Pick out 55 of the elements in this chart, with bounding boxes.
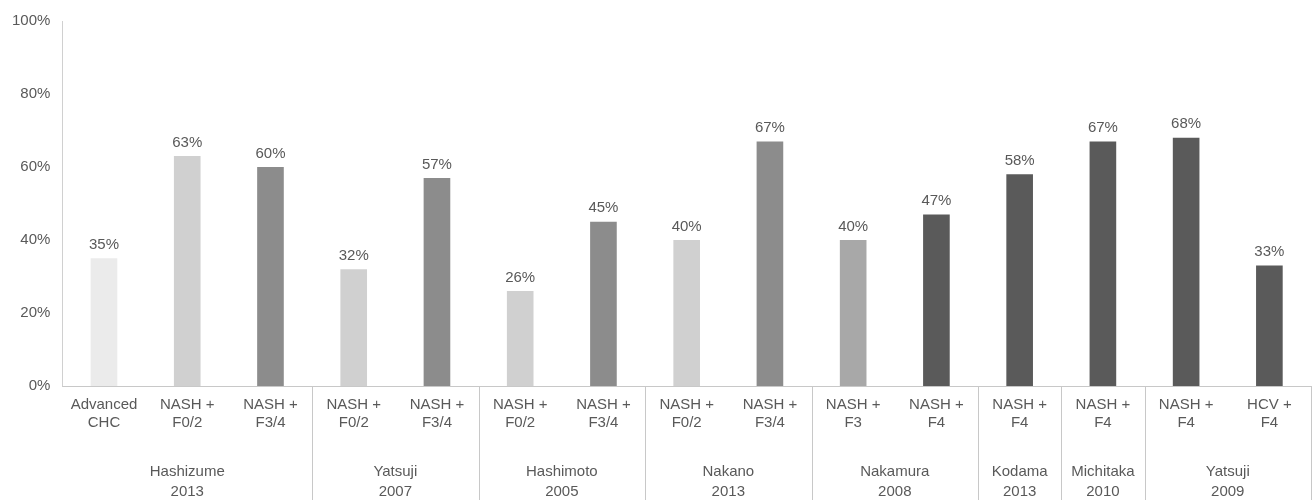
bar <box>756 141 784 386</box>
data-label: 58% <box>1004 150 1035 168</box>
x-tick-label: HCV + F4 <box>1247 395 1292 431</box>
x-tick-label: NASH + F3 <box>825 395 881 431</box>
data-label: 67% <box>754 118 785 136</box>
x-tick-label: NASH + F0/2 <box>326 395 382 431</box>
y-tick-label: 60% <box>20 157 51 175</box>
bar <box>1256 265 1283 386</box>
x-tick-label: NASH + F3/4 <box>409 395 465 431</box>
x-tick-label: NASH + F0/2 <box>159 395 215 431</box>
x-tick-label: Advanced CHC <box>70 395 138 431</box>
data-label: 26% <box>505 267 536 285</box>
data-label: 40% <box>671 216 702 234</box>
text: Yatsuji 2009 <box>1205 462 1250 500</box>
x-tick-label: NASH + F0/2 <box>492 395 548 431</box>
bar <box>257 167 284 386</box>
text: Hashimoto 2005 <box>525 462 598 500</box>
x-tick-label: NASH + F4 <box>909 395 964 431</box>
bar <box>90 258 118 386</box>
data-label: 33% <box>1254 242 1285 260</box>
bar <box>590 221 617 386</box>
data-label: 35% <box>88 234 119 252</box>
data-label: 67% <box>1087 118 1118 136</box>
bar <box>1172 137 1200 386</box>
text: Yatsuji 2007 <box>373 462 418 500</box>
y-tick-label: 80% <box>20 84 51 102</box>
y-tick-label: 20% <box>20 303 51 321</box>
y-tick-label: 100% <box>11 11 51 29</box>
y-tick-label: 40% <box>20 230 51 248</box>
data-label: 45% <box>588 198 619 216</box>
text: Kodama 2013 <box>991 462 1049 500</box>
data-label: 68% <box>1171 114 1202 132</box>
text: Nakamura 2008 <box>860 462 931 500</box>
data-label: 57% <box>421 154 452 172</box>
x-tick-label: NASH + F3/4 <box>576 395 631 431</box>
data-label: 47% <box>921 191 952 209</box>
data-label: 40% <box>838 216 869 234</box>
x-tick-label: NASH + F0/2 <box>659 395 715 431</box>
bar <box>923 214 950 386</box>
data-label: 32% <box>338 245 369 263</box>
bar <box>1089 141 1117 386</box>
bar <box>1006 174 1033 386</box>
bar <box>839 240 867 386</box>
bar <box>423 177 451 386</box>
x-tick-label: NASH + F3/4 <box>742 395 798 431</box>
x-tick-label: NASH + F4 <box>992 395 1048 431</box>
text: Nakano 2013 <box>702 462 755 500</box>
text: Hashizume 2013 <box>149 462 225 500</box>
data-label: 63% <box>172 132 203 150</box>
x-tick-label: NASH + F3/4 <box>243 395 299 431</box>
data-label: 60% <box>255 143 286 161</box>
text: Michitaka 2010 <box>1071 462 1136 500</box>
y-tick-label: 0% <box>28 376 51 394</box>
x-tick-label: NASH + F4 <box>1075 395 1131 431</box>
x-tick-label: NASH + F4 <box>1158 395 1214 431</box>
